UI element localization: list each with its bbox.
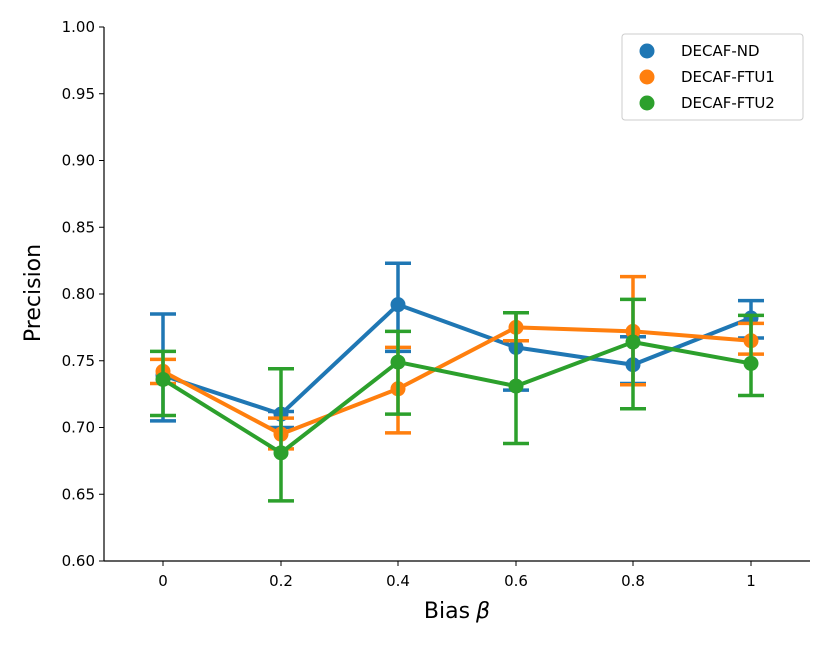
data-point — [625, 334, 641, 350]
data-point — [743, 355, 759, 371]
y-tick-label: 0.60 — [62, 552, 95, 570]
x-tick-label: 0.2 — [269, 572, 293, 590]
legend-box — [621, 33, 804, 121]
legend-label: DECAF-FTU1 — [681, 68, 775, 86]
axes: 0.60 0.65 0.70 0.75 0.80 0.85 0.90 0.95 1.00 0 0.2… — [62, 18, 810, 590]
x-tick-label: 0.8 — [621, 572, 645, 590]
data-point — [390, 297, 406, 313]
legend: DECAF-ND DECAF-FTU1 DECAF-FTU2 — [621, 33, 804, 121]
y-tick-label: 0.95 — [62, 85, 95, 103]
data-point — [390, 354, 406, 370]
y-tick-label: 1.00 — [62, 18, 95, 36]
x-axis-label-text: Bias — [424, 599, 470, 624]
x-axis-label: Bias β — [424, 599, 490, 624]
legend-marker — [639, 43, 655, 59]
series-decaf-ftu2 — [150, 297, 764, 503]
y-tick-label: 0.65 — [62, 485, 95, 503]
data-point — [155, 371, 171, 387]
y-tick-label: 0.90 — [62, 152, 95, 170]
series-line — [162, 325, 752, 437]
series-layer — [150, 261, 764, 503]
legend-marker — [639, 95, 655, 111]
series-line — [161, 340, 752, 455]
x-axis-label-symbol: β — [475, 599, 490, 624]
y-tick-label: 0.70 — [62, 419, 95, 437]
legend-label: DECAF-ND — [681, 42, 760, 60]
data-point — [508, 378, 524, 394]
x-tick-label: 0.6 — [504, 572, 528, 590]
series-line — [162, 302, 752, 417]
y-tick-label: 0.85 — [62, 218, 95, 236]
y-tick-label: 0.75 — [62, 352, 95, 370]
series-decaf-ftu1 — [150, 274, 764, 451]
x-tick-label: 0.4 — [386, 572, 410, 590]
x-tick-label: 1 — [746, 572, 756, 590]
series-decaf-nd — [150, 261, 764, 430]
y-tick-label: 0.80 — [62, 285, 95, 303]
data-point — [273, 445, 289, 461]
legend-label: DECAF-FTU2 — [681, 94, 775, 112]
x-tick-label: 0 — [158, 572, 168, 590]
legend-marker — [639, 69, 655, 85]
y-axis-label: Precision — [21, 244, 46, 342]
